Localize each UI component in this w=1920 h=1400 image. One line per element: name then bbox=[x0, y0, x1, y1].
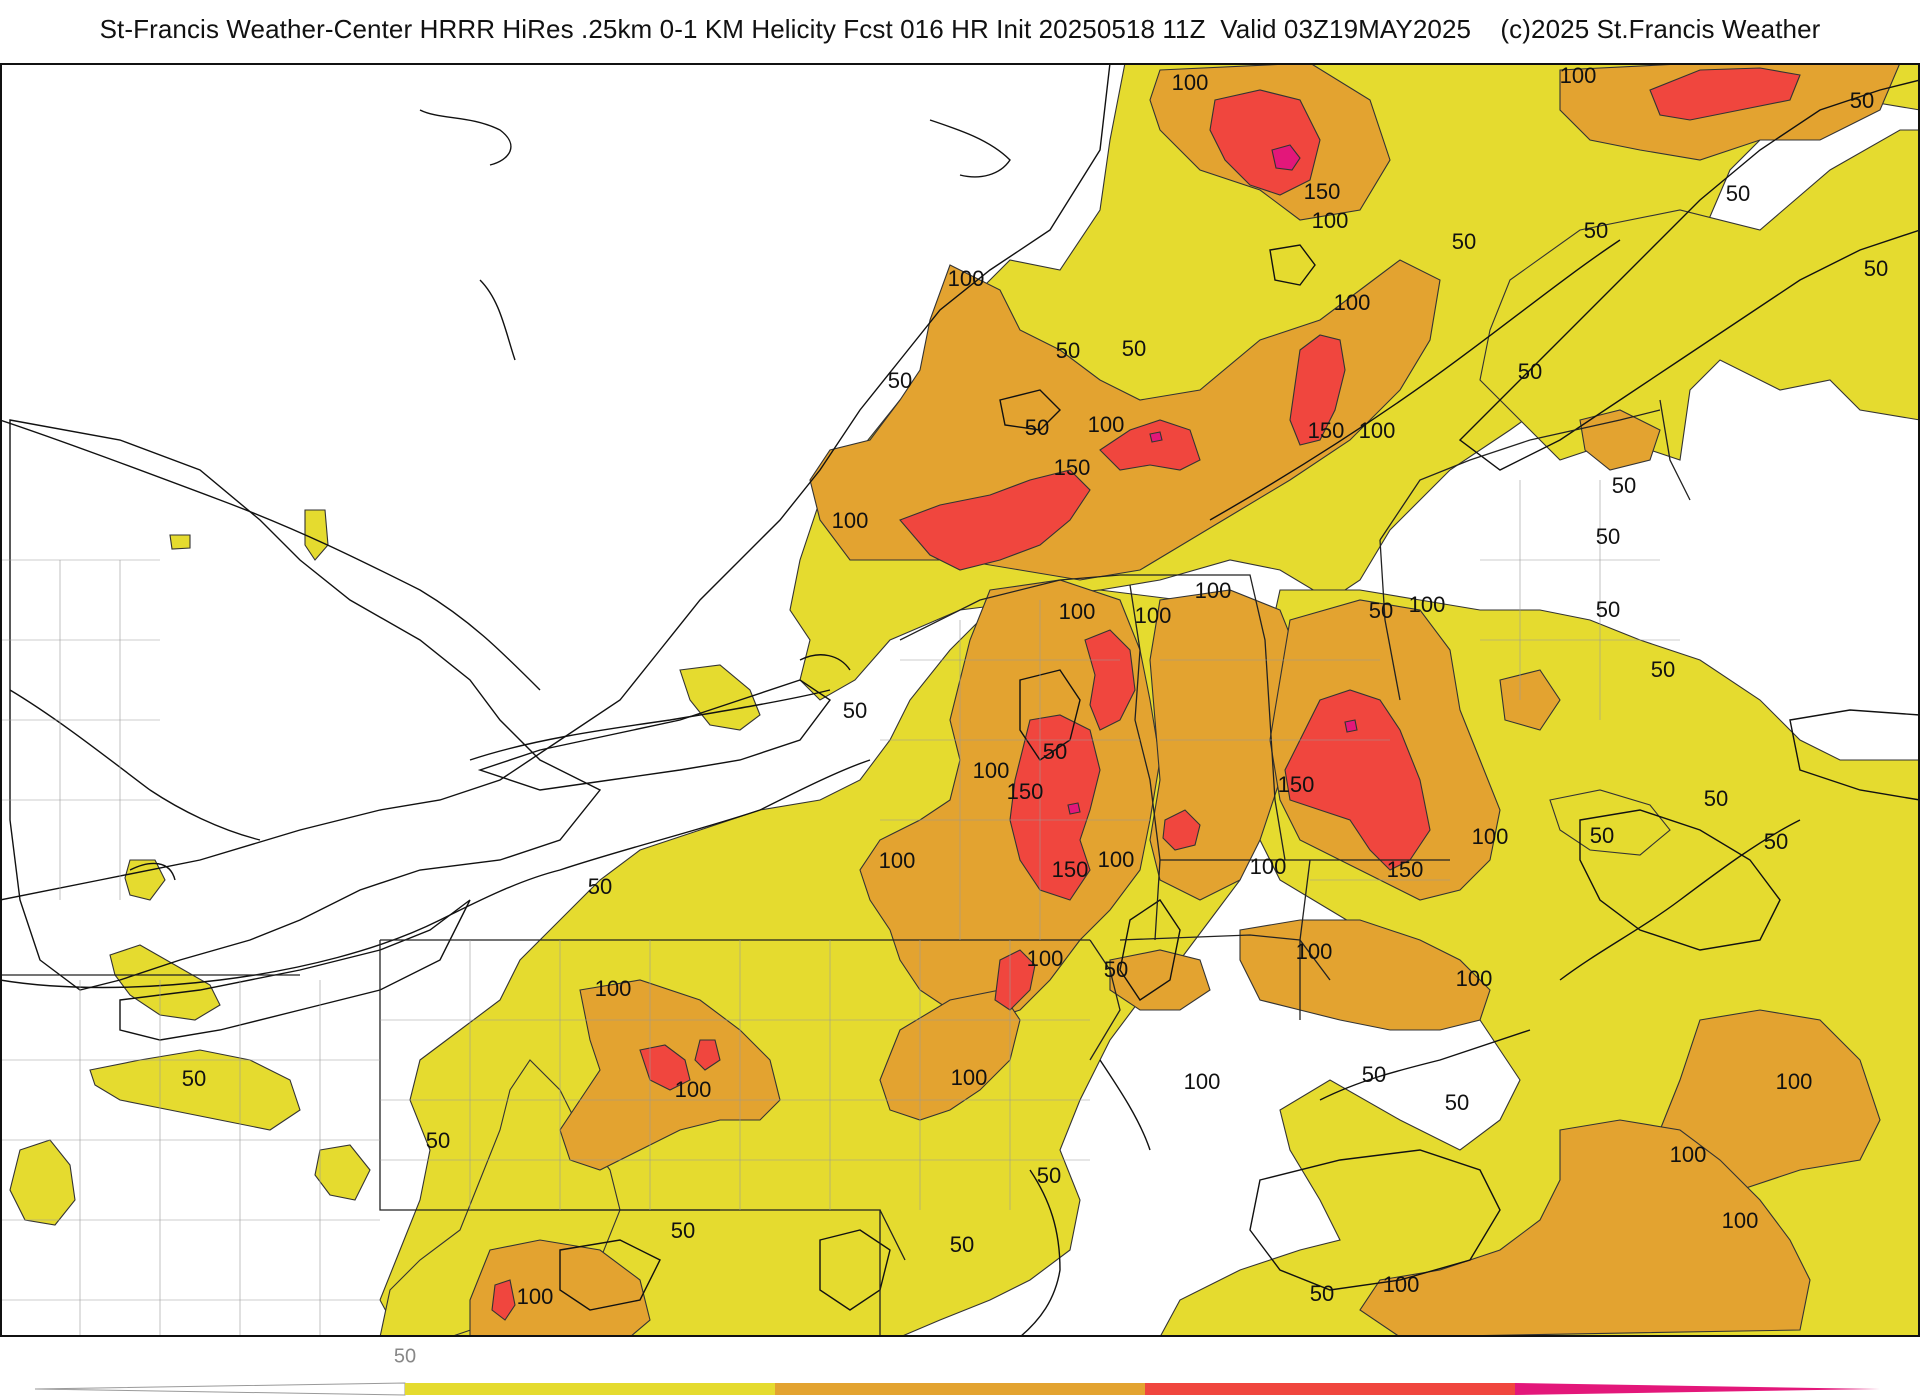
contour-label: 100 bbox=[517, 1284, 554, 1309]
ocean-hole-east bbox=[1789, 709, 1920, 801]
contour-label: 50 bbox=[426, 1128, 450, 1153]
hole-ny-bight bbox=[1119, 899, 1181, 1001]
coastlines bbox=[0, 109, 1801, 1337]
map-title: St-Francis Weather-Center HRRR HiRes .25… bbox=[99, 14, 1821, 44]
lake-ontario-area bbox=[477, 679, 832, 791]
contour-label: 150 bbox=[1308, 418, 1345, 443]
contour-label: 50 bbox=[182, 1066, 206, 1091]
contour-label: 50 bbox=[1704, 786, 1728, 811]
contour-label: 100 bbox=[1195, 578, 1232, 603]
contour-label: 100 bbox=[1383, 1272, 1420, 1297]
contour-label: 100 bbox=[1334, 290, 1371, 315]
colorbar-tail-below-50 bbox=[34, 1382, 406, 1396]
contour-label: 100 bbox=[1722, 1208, 1759, 1233]
contour-label: 100 bbox=[1172, 70, 1209, 95]
contour-label: 50 bbox=[1037, 1163, 1061, 1188]
contour-label: 150 bbox=[1387, 857, 1424, 882]
contour-label: 100 bbox=[1135, 603, 1172, 628]
contour-label: 50 bbox=[1612, 473, 1636, 498]
contour-label: 150 bbox=[1304, 179, 1341, 204]
lake-huron-area bbox=[9, 419, 602, 991]
contour-label: 150 bbox=[1007, 779, 1044, 804]
contour-label: 100 bbox=[1296, 939, 1333, 964]
gulf-of-maine-hole bbox=[1579, 809, 1781, 951]
contour-label: 100 bbox=[595, 976, 632, 1001]
contour-label: 100 bbox=[1098, 847, 1135, 872]
county-lines bbox=[0, 480, 1680, 1337]
helicity-band-150 bbox=[491, 67, 1801, 1321]
contour-label: 100 bbox=[1359, 418, 1396, 443]
contour-label: 50 bbox=[950, 1232, 974, 1257]
lake-superior-area bbox=[0, 63, 1111, 901]
contour-label: 100 bbox=[832, 508, 869, 533]
contour-label: 150 bbox=[1054, 455, 1091, 480]
atlantic-hole bbox=[1249, 1149, 1501, 1291]
colorbar-segment-150 bbox=[1145, 1383, 1515, 1395]
contour-label: 100 bbox=[1088, 412, 1125, 437]
contour-label: 50 bbox=[1651, 657, 1675, 682]
colorbar-segment-100 bbox=[775, 1383, 1145, 1395]
contour-label: 150 bbox=[1278, 772, 1315, 797]
colorbar: 50 bbox=[34, 1345, 1880, 1396]
contour-label: 100 bbox=[879, 848, 916, 873]
contour-label: 50 bbox=[1025, 415, 1049, 440]
contour-label: 50 bbox=[1726, 181, 1750, 206]
contour-label: 50 bbox=[1452, 229, 1476, 254]
contour-label: 100 bbox=[973, 758, 1010, 783]
contour-label: 100 bbox=[951, 1065, 988, 1090]
contour-label: 100 bbox=[1027, 946, 1064, 971]
contour-label: 50 bbox=[843, 698, 867, 723]
st-lawrence-estuary bbox=[1458, 79, 1920, 471]
contour-label: 50 bbox=[1764, 829, 1788, 854]
state-borders bbox=[0, 399, 1691, 1337]
contour-label: 100 bbox=[1184, 1069, 1221, 1094]
contour-label: 50 bbox=[1445, 1090, 1469, 1115]
contour-label: 100 bbox=[1456, 966, 1493, 991]
contour-label: 50 bbox=[1850, 88, 1874, 113]
contour-label: 50 bbox=[671, 1218, 695, 1243]
contour-label: 50 bbox=[1104, 957, 1128, 982]
contour-label: 50 bbox=[1122, 336, 1146, 361]
contour-label: 100 bbox=[1409, 592, 1446, 617]
contour-label: 50 bbox=[1369, 598, 1393, 623]
contour-label: 50 bbox=[1584, 218, 1608, 243]
contour-label: 50 bbox=[1043, 739, 1067, 764]
helicity-band-200 bbox=[1067, 144, 1358, 815]
contour-label: 50 bbox=[1596, 524, 1620, 549]
contour-label: 100 bbox=[1776, 1069, 1813, 1094]
hole-ontario-north bbox=[999, 389, 1061, 431]
colorbar-tick-50: 50 bbox=[394, 1345, 416, 1367]
contour-label: 150 bbox=[1052, 857, 1089, 882]
contour-label: 100 bbox=[1472, 824, 1509, 849]
colorbar-segment-50 bbox=[405, 1383, 775, 1395]
water-bodies bbox=[0, 63, 1920, 1311]
contour-label: 50 bbox=[588, 874, 612, 899]
contour-label: 50 bbox=[1310, 1281, 1334, 1306]
contour-label: 100 bbox=[1560, 63, 1597, 88]
contour-label: 50 bbox=[1056, 338, 1080, 363]
contour-label: 50 bbox=[1590, 823, 1614, 848]
hole-south-coast bbox=[559, 1239, 661, 1311]
contour-label: 100 bbox=[1670, 1142, 1707, 1167]
map-frame bbox=[0, 63, 1920, 1337]
contour-label: 50 bbox=[1362, 1062, 1386, 1087]
contour-label: 100 bbox=[1250, 854, 1287, 879]
contour-label: 100 bbox=[675, 1077, 712, 1102]
contour-label: 50 bbox=[1596, 597, 1620, 622]
hole-quebec-north bbox=[1269, 244, 1316, 286]
contour-label: 50 bbox=[1864, 256, 1888, 281]
contour-label: 50 bbox=[1518, 359, 1542, 384]
contour-label: 100 bbox=[948, 266, 985, 291]
contour-label: 100 bbox=[1312, 208, 1349, 233]
contour-label: 50 bbox=[888, 368, 912, 393]
colorbar-segment-200 bbox=[1515, 1383, 1880, 1395]
contour-label: 100 bbox=[1059, 599, 1096, 624]
